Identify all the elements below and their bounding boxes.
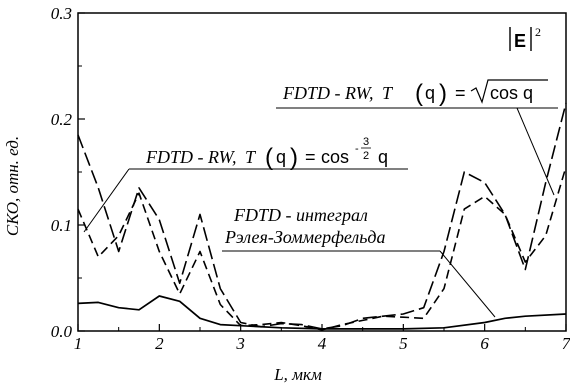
- legend-cos-open-paren: (: [265, 144, 273, 171]
- legend-integral-leader: [439, 250, 496, 318]
- legend-sqrt-prefix: FDTD - RW,: [282, 83, 374, 103]
- y-tick-label-0.3: 0.3: [51, 4, 72, 23]
- legend-sqrt-open-paren: (: [415, 80, 423, 107]
- legend-cos-leader: [83, 168, 130, 233]
- legend-integral-line1: FDTD - интеграл: [233, 205, 368, 225]
- legend-cos-rhs: cos: [321, 147, 349, 167]
- legend-cos-rhs-arg: q: [378, 147, 388, 167]
- quantity-label-exponent: 2: [535, 25, 541, 39]
- quantity-label: E 2: [509, 25, 541, 51]
- y-tick-label-0.1: 0.1: [51, 216, 72, 235]
- y-tick-label-0.2: 0.2: [51, 110, 73, 129]
- series-line-1: [77, 102, 567, 330]
- axis-ticks: [77, 12, 567, 332]
- legend-integral: FDTD - интеграл Рэлея-Зоммерфельда: [222, 205, 496, 318]
- x-tick-label-5: 5: [399, 334, 408, 353]
- legend-cos-close-paren: ): [290, 144, 298, 171]
- quantity-label-base: E: [514, 31, 526, 51]
- series-line-3: [77, 295, 567, 330]
- x-tick-label-1: 1: [74, 334, 83, 353]
- y-tick-label-0.0: 0.0: [51, 322, 73, 341]
- legend-integral-line2: Рэлея-Зоммерфельда: [224, 227, 386, 247]
- plot-frame: [77, 12, 567, 332]
- series-layer: [77, 102, 567, 331]
- x-tick-label-4: 4: [318, 334, 327, 353]
- x-axis-title: L, мкм: [273, 365, 322, 383]
- legend-cos-power: FDTD - RW, T ( q ) = cos - 3 2 q: [83, 136, 408, 233]
- legend-sqrt-equals: =: [455, 83, 466, 103]
- y-axis-title: СКО, отн. ед.: [3, 136, 22, 236]
- legend-sqrt-text: FDTD - RW, T: [282, 83, 394, 103]
- legend-cos-prefix: FDTD - RW,: [145, 147, 237, 167]
- legend-sqrt-leader: [516, 107, 555, 196]
- x-tick-label-2: 2: [155, 334, 164, 353]
- legend-sqrt-radical: [470, 79, 548, 104]
- legend-sqrt-rhs: cos q: [490, 83, 533, 103]
- x-tick-label-3: 3: [235, 334, 245, 353]
- legend-sqrt-arg: q: [425, 83, 435, 103]
- x-tick-label-7: 7: [562, 334, 570, 353]
- legend-cos-arg: q: [276, 147, 286, 167]
- legend-sqrt-close-paren: ): [439, 80, 447, 107]
- legend-cos-exp-num: 3: [363, 136, 369, 148]
- legend-cos-exp-den: 2: [363, 150, 369, 162]
- legend-cos-text: FDTD - RW, T: [145, 147, 257, 167]
- x-tick-label-6: 6: [480, 334, 489, 353]
- legend-cos-t: T: [245, 147, 257, 167]
- legend-sqrt: FDTD - RW, T ( q ) = cos q: [276, 79, 558, 196]
- legend-cos-exp-sign: -: [355, 143, 359, 155]
- series-line-2: [77, 166, 567, 331]
- tick-labels: 1 2 3 4 5 6 7 0.0 0.1 0.2 0.3: [51, 4, 570, 353]
- legend-cos-equals: =: [305, 147, 316, 167]
- legend-sqrt-t: T: [382, 83, 394, 103]
